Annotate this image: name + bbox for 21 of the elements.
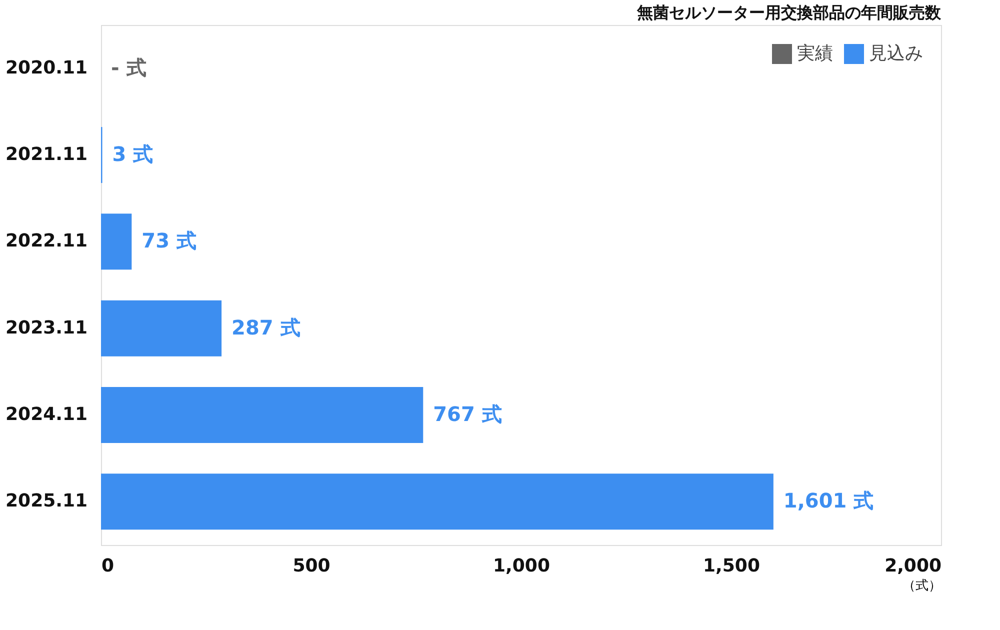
x-tick-label: 500 bbox=[292, 556, 330, 576]
y-tick-label: 2025.11 bbox=[6, 490, 88, 512]
y-tick-label: 2021.11 bbox=[6, 144, 88, 165]
data-label: 767 式 bbox=[433, 402, 502, 426]
y-tick-label: 2024.11 bbox=[6, 404, 88, 425]
legend-label: 実績 bbox=[797, 43, 833, 64]
y-tick-label: 2022.11 bbox=[6, 230, 88, 252]
data-label: 287 式 bbox=[232, 315, 300, 340]
x-axis-title: （式） bbox=[902, 578, 942, 594]
data-label: 3 式 bbox=[112, 142, 154, 166]
text: - 式 bbox=[111, 55, 146, 80]
y-tick-label: 2020.11 bbox=[6, 57, 88, 78]
x-tick-label: 1,500 bbox=[703, 556, 760, 576]
data-label: 73 式 bbox=[142, 228, 196, 253]
legend-label: 見込み bbox=[869, 43, 923, 64]
data-label: 1,601 式 bbox=[783, 488, 874, 513]
x-tick-label: 1,000 bbox=[493, 556, 550, 576]
x-tick-label: 2,000 bbox=[884, 556, 942, 576]
chart-title: 無菌セルソーター用交換部品の年間販売数 bbox=[636, 3, 942, 22]
x-tick-label: 0 bbox=[102, 556, 114, 576]
y-tick-label: 2023.11 bbox=[6, 317, 88, 338]
